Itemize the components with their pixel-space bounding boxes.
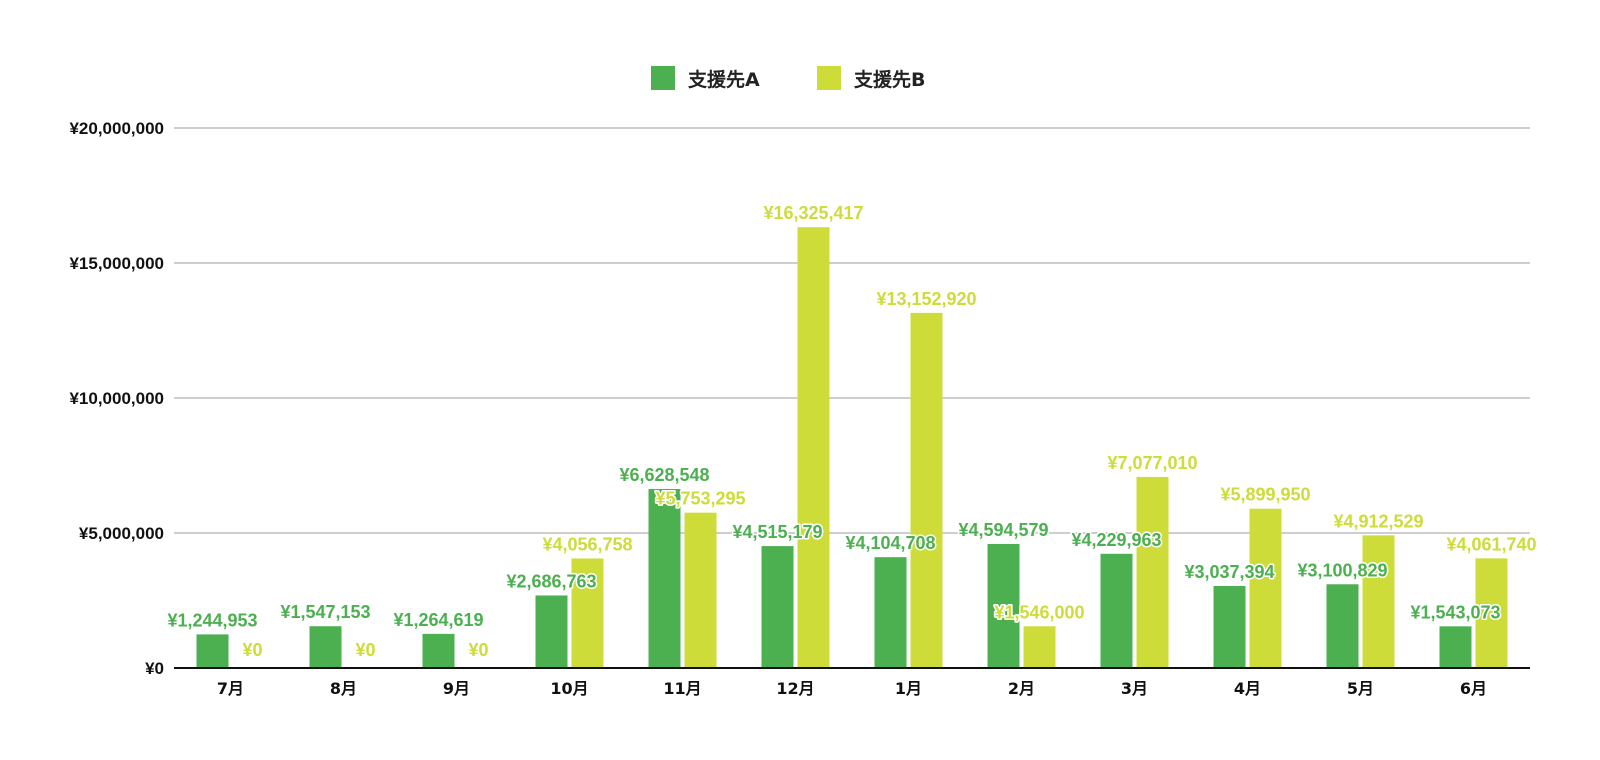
data-label-series-b: ¥4,061,740 [1446, 534, 1536, 554]
x-tick-label: 6月 [1460, 679, 1487, 698]
data-label-series-b: ¥4,056,758 [542, 534, 632, 554]
bar-series-b [1475, 558, 1508, 668]
bar-series-a [535, 595, 568, 668]
x-tick-label: 8月 [330, 679, 357, 698]
bar-series-a [1100, 553, 1133, 668]
bar-series-a [648, 489, 681, 668]
bar-series-b [1249, 508, 1282, 668]
data-label-series-a: ¥6,628,548 [619, 465, 709, 485]
bar-series-b [1362, 535, 1395, 668]
data-label-series-b: ¥0 [468, 640, 488, 660]
bar-series-b [684, 512, 717, 668]
data-label-series-b: ¥13,152,920 [876, 289, 976, 309]
x-tick-label: 5月 [1347, 679, 1374, 698]
bar-series-b [797, 227, 830, 668]
data-label-series-b: ¥0 [242, 640, 262, 660]
y-axis-tick-labels: ¥0 ¥5,000,000 ¥10,000,000 ¥15,000,000 ¥20,00… [69, 119, 164, 678]
bar-series-a [1213, 585, 1246, 668]
data-label-series-b: ¥7,077,010 [1107, 453, 1197, 473]
x-tick-label: 1月 [895, 679, 922, 698]
bar-series-a [422, 633, 455, 668]
bar-series-b [1023, 626, 1056, 668]
data-label-series-b: ¥16,325,417 [763, 203, 863, 223]
y-tick-label: ¥20,000,000 [69, 119, 164, 138]
y-tick-label: ¥15,000,000 [69, 254, 164, 273]
bar-series-a [1326, 584, 1359, 668]
bar-series-a [874, 557, 907, 668]
x-tick-label: 12月 [776, 679, 814, 698]
y-tick-label: ¥5,000,000 [79, 524, 164, 543]
x-tick-label: 2月 [1008, 679, 1035, 698]
bar-series-a [309, 626, 342, 668]
bar-series-a [761, 546, 794, 668]
legend-label-a: 支援先A [687, 68, 760, 91]
data-label-series-a: ¥3,100,829 [1297, 560, 1387, 580]
x-tick-label: 4月 [1234, 679, 1261, 698]
data-label-series-b: ¥0 [355, 640, 375, 660]
legend-swatch-b [817, 66, 841, 90]
bar-series-b [571, 558, 604, 668]
data-label-series-a: ¥1,264,619 [393, 610, 483, 630]
x-tick-label: 3月 [1121, 679, 1148, 698]
legend: 支援先A 支援先B [651, 66, 925, 91]
x-axis-category-labels: 7月 8月 9月 10月 11月 12月 1月 2月 3月 4月 5月 6月 [217, 679, 1487, 698]
data-label-series-a: ¥4,229,963 [1071, 530, 1161, 550]
legend-swatch-a [651, 66, 675, 90]
gridlines [174, 127, 1530, 534]
bar-series-a [196, 634, 229, 668]
data-label-series-a: ¥4,515,179 [732, 522, 822, 542]
data-label-series-b: ¥5,753,295 [655, 489, 745, 509]
data-label-series-a: ¥3,037,394 [1184, 562, 1274, 582]
bar-series-b [910, 312, 943, 668]
bar-series-a [1439, 626, 1472, 668]
bars [196, 227, 1508, 668]
bar-series-a [987, 543, 1020, 668]
x-tick-label: 11月 [663, 679, 701, 698]
data-label-series-a: ¥1,543,073 [1410, 602, 1500, 622]
data-label-series-a: ¥2,686,763 [506, 571, 596, 591]
data-label-series-b: ¥4,912,529 [1333, 511, 1423, 531]
data-label-series-a: ¥1,244,953 [167, 610, 257, 630]
data-labels: ¥1,244,953 ¥0 ¥1,547,153 ¥0 ¥1,264,619 ¥0 ¥2,6… [166, 202, 1538, 662]
data-label-series-a: ¥1,547,153 [280, 602, 370, 622]
x-tick-label: 10月 [550, 679, 588, 698]
x-tick-label: 9月 [443, 679, 470, 698]
data-label-series-b: ¥1,546,000 [994, 602, 1084, 622]
y-tick-label: ¥10,000,000 [69, 389, 164, 408]
legend-label-b: 支援先B [853, 68, 925, 91]
bar-series-b [1136, 476, 1169, 668]
data-label-series-a: ¥4,104,708 [845, 533, 935, 553]
data-label-series-b: ¥5,899,950 [1220, 485, 1310, 505]
x-tick-label: 7月 [217, 679, 244, 698]
y-tick-label: ¥0 [145, 659, 164, 678]
data-label-series-a: ¥4,594,579 [958, 520, 1048, 540]
